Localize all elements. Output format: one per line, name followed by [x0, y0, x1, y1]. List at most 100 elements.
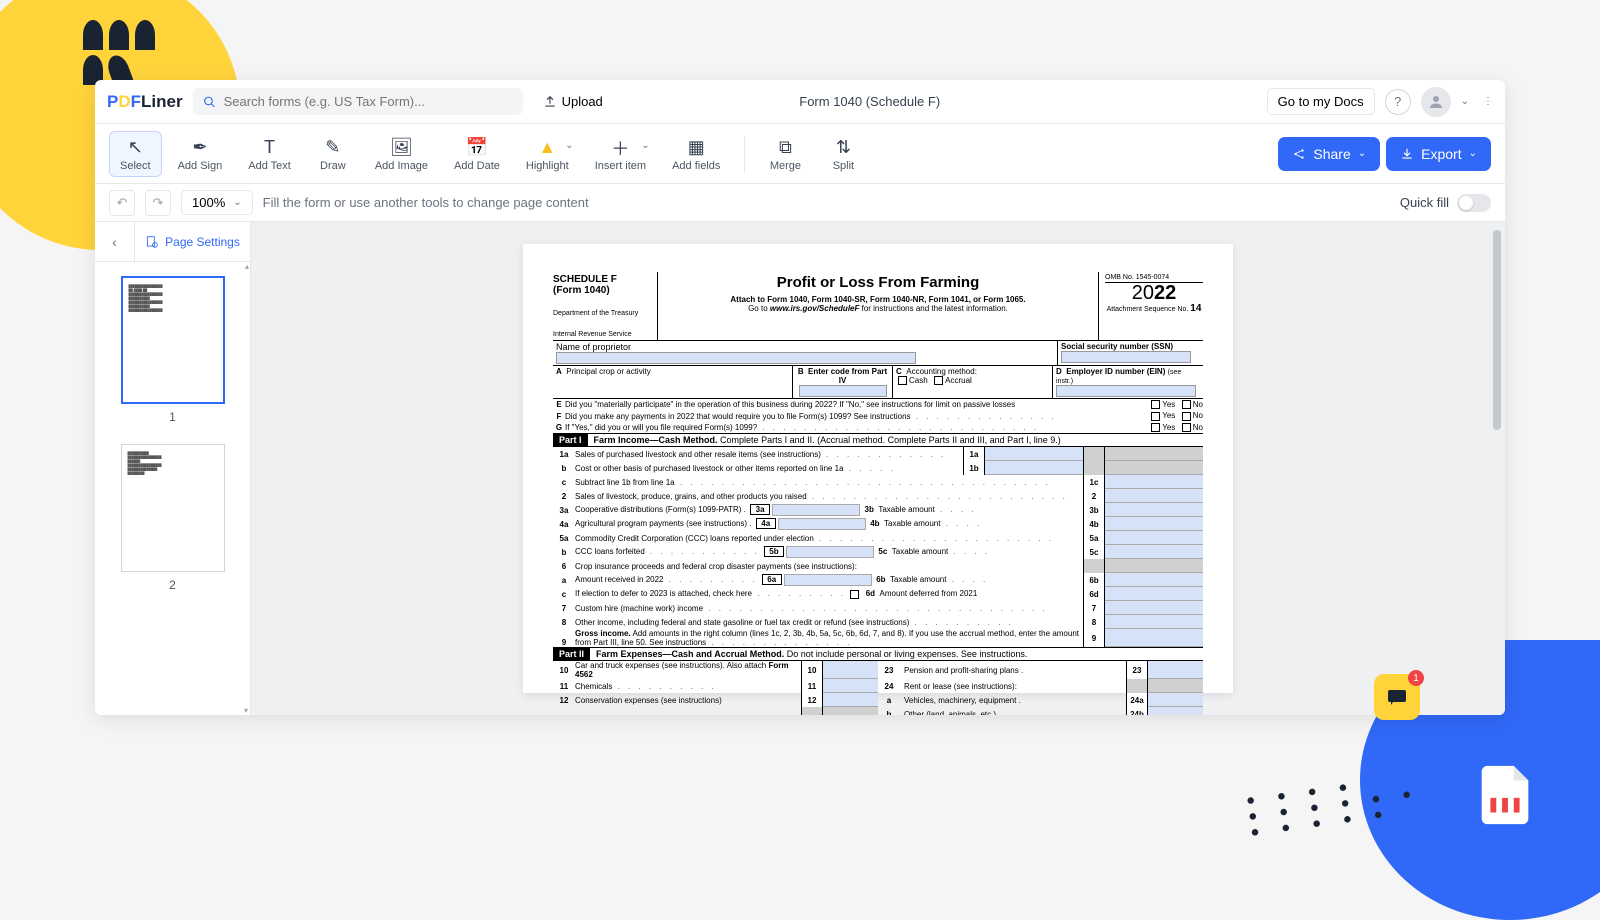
quickfill-toggle[interactable] [1457, 194, 1491, 212]
draw-tool[interactable]: ✎Draw [307, 132, 359, 176]
cash-checkbox[interactable] [898, 376, 907, 385]
merge-icon: ⧉ [779, 136, 792, 160]
g-yes-checkbox[interactable] [1151, 423, 1160, 432]
undo-button[interactable]: ↶ [109, 190, 135, 216]
schedule-label: SCHEDULE F [553, 274, 653, 285]
field-d[interactable] [1056, 385, 1196, 397]
main-toolbar: ↖Select ✒Add Sign TAdd Text ✎Draw 🖼Add I… [95, 124, 1505, 184]
tax-year: 2022 [1105, 283, 1203, 303]
field-6a[interactable] [784, 574, 872, 586]
accrual-checkbox[interactable] [934, 376, 943, 385]
6c-checkbox[interactable] [850, 590, 859, 599]
search-input[interactable] [224, 94, 513, 109]
select-tool[interactable]: ↖Select [109, 131, 162, 177]
help-icon[interactable]: ? [1385, 89, 1411, 115]
part-2-header: Part II Farm Expenses—Cash and Accrual M… [553, 647, 1203, 661]
field-10[interactable] [823, 661, 878, 679]
document-canvas[interactable]: SCHEDULE F (Form 1040) Department of the… [251, 222, 1505, 715]
line-1c: cSubtract line 1b from line 1a . . . . .… [553, 475, 1203, 489]
expense-row-1: 10Car and truck expenses (see instructio… [553, 661, 1203, 679]
row-g: GIf "Yes," did you or will you file requ… [553, 422, 1203, 433]
redo-button[interactable]: ↷ [145, 190, 171, 216]
page-thumbnail-2[interactable]: ████████████████████████████████████████… [121, 444, 225, 572]
add-text-tool[interactable]: TAdd Text [238, 132, 301, 176]
pdf-file-icon [1470, 760, 1540, 830]
page-sidebar: ‹ Page Settings ██████████████████ ████ … [95, 222, 251, 715]
more-icon[interactable]: ⋮ [1483, 96, 1493, 107]
field-4a[interactable] [778, 518, 866, 530]
label-a: Principal crop or activity [566, 367, 650, 376]
add-date-tool[interactable]: 📅Add Date [444, 132, 510, 176]
ssn-cell: Social security number (SSN) [1058, 341, 1203, 365]
export-button[interactable]: Export⌄ [1386, 137, 1491, 171]
field-5c[interactable] [1105, 545, 1203, 559]
field-1c[interactable] [1105, 475, 1203, 489]
page-settings-button[interactable]: Page Settings [135, 235, 250, 249]
field-6b[interactable] [1105, 573, 1203, 587]
form-attach-instruction: Attach to Form 1040, Form 1040-SR, Form … [662, 295, 1094, 304]
e-yes-checkbox[interactable] [1151, 400, 1160, 409]
field-6d[interactable] [1105, 587, 1203, 601]
add-sign-tool[interactable]: ✒Add Sign [168, 132, 233, 176]
field-5a[interactable] [1105, 531, 1203, 545]
user-avatar[interactable] [1421, 87, 1451, 117]
line-8: 8Other income, including federal and sta… [553, 615, 1203, 629]
field-5b[interactable] [786, 546, 874, 558]
e-no-checkbox[interactable] [1182, 400, 1191, 409]
f-no-checkbox[interactable] [1182, 412, 1191, 421]
page-thumbnail-1[interactable]: ██████████████████ ████ ████████████████… [121, 276, 225, 404]
field-24a[interactable] [1148, 693, 1203, 707]
field-1b[interactable] [985, 461, 1083, 475]
row-e: EDid you "materially participate" in the… [553, 399, 1203, 410]
download-icon [1400, 147, 1414, 161]
field-9[interactable] [1105, 629, 1203, 647]
merge-tool[interactable]: ⧉Merge [759, 132, 811, 176]
form-header: SCHEDULE F (Form 1040) Department of the… [553, 272, 1203, 341]
field-2[interactable] [1105, 489, 1203, 503]
text-icon: T [264, 136, 275, 160]
abcd-row: A Principal crop or activity B Enter cod… [553, 366, 1203, 399]
line-5a: 5aCommodity Credit Corporation (CCC) loa… [553, 531, 1203, 545]
field-23[interactable] [1148, 661, 1203, 679]
split-tool[interactable]: ⇅Split [817, 132, 869, 176]
form-title: Profit or Loss From Farming [662, 274, 1094, 291]
field-3b[interactable] [1105, 503, 1203, 517]
hint-text: Fill the form or use another tools to ch… [263, 195, 589, 210]
insert-item-tool[interactable]: ＋Insert item⌄ [585, 132, 656, 176]
zoom-selector[interactable]: 100%⌄ [181, 190, 253, 215]
field-8[interactable] [1105, 615, 1203, 629]
chevron-down-icon[interactable]: ⌄ [1461, 96, 1469, 107]
form-number: (Form 1040) [553, 285, 653, 296]
expense-row-4: bOther (land, animals, etc.) . .24b [553, 707, 1203, 715]
fields-icon: ▦ [688, 136, 705, 160]
add-image-tool[interactable]: 🖼Add Image [365, 132, 438, 176]
field-b[interactable] [799, 385, 887, 397]
field-11[interactable] [823, 679, 878, 693]
share-button[interactable]: Share⌄ [1278, 137, 1380, 171]
ssn-field[interactable] [1061, 351, 1191, 363]
field-1a[interactable] [985, 447, 1083, 461]
g-no-checkbox[interactable] [1182, 423, 1191, 432]
upload-button[interactable]: Upload [533, 88, 613, 115]
field-24b[interactable] [1148, 707, 1203, 715]
field-7[interactable] [1105, 601, 1203, 615]
sidebar-scrollbar[interactable]: ▴▾ [244, 262, 250, 715]
f-yes-checkbox[interactable] [1151, 412, 1160, 421]
canvas-scrollbar[interactable] [1493, 230, 1501, 707]
expense-row-2: 11Chemicals . . . . . . . . . .11 24Rent… [553, 679, 1203, 693]
quickfill-label: Quick fill [1400, 195, 1449, 210]
dept-label-1: Department of the Treasury [553, 310, 653, 317]
highlight-tool[interactable]: ▲Highlight⌄ [516, 132, 579, 176]
add-fields-tool[interactable]: ▦Add fields [662, 132, 730, 176]
field-4b[interactable] [1105, 517, 1203, 531]
expense-row-3: 12Conservation expenses (see instruction… [553, 693, 1203, 707]
field-3a[interactable] [772, 504, 860, 516]
goto-docs-button[interactable]: Go to my Docs [1267, 88, 1375, 115]
line-4: 4aAgricultural program payments (see ins… [553, 517, 1203, 531]
proprietor-name-field[interactable] [556, 352, 916, 364]
logo[interactable]: PDFLiner [107, 92, 183, 112]
field-12[interactable] [823, 693, 878, 707]
sidebar-back-button[interactable]: ‹ [95, 222, 135, 261]
chat-icon [1385, 685, 1409, 709]
chat-fab[interactable]: 1 [1374, 674, 1420, 720]
